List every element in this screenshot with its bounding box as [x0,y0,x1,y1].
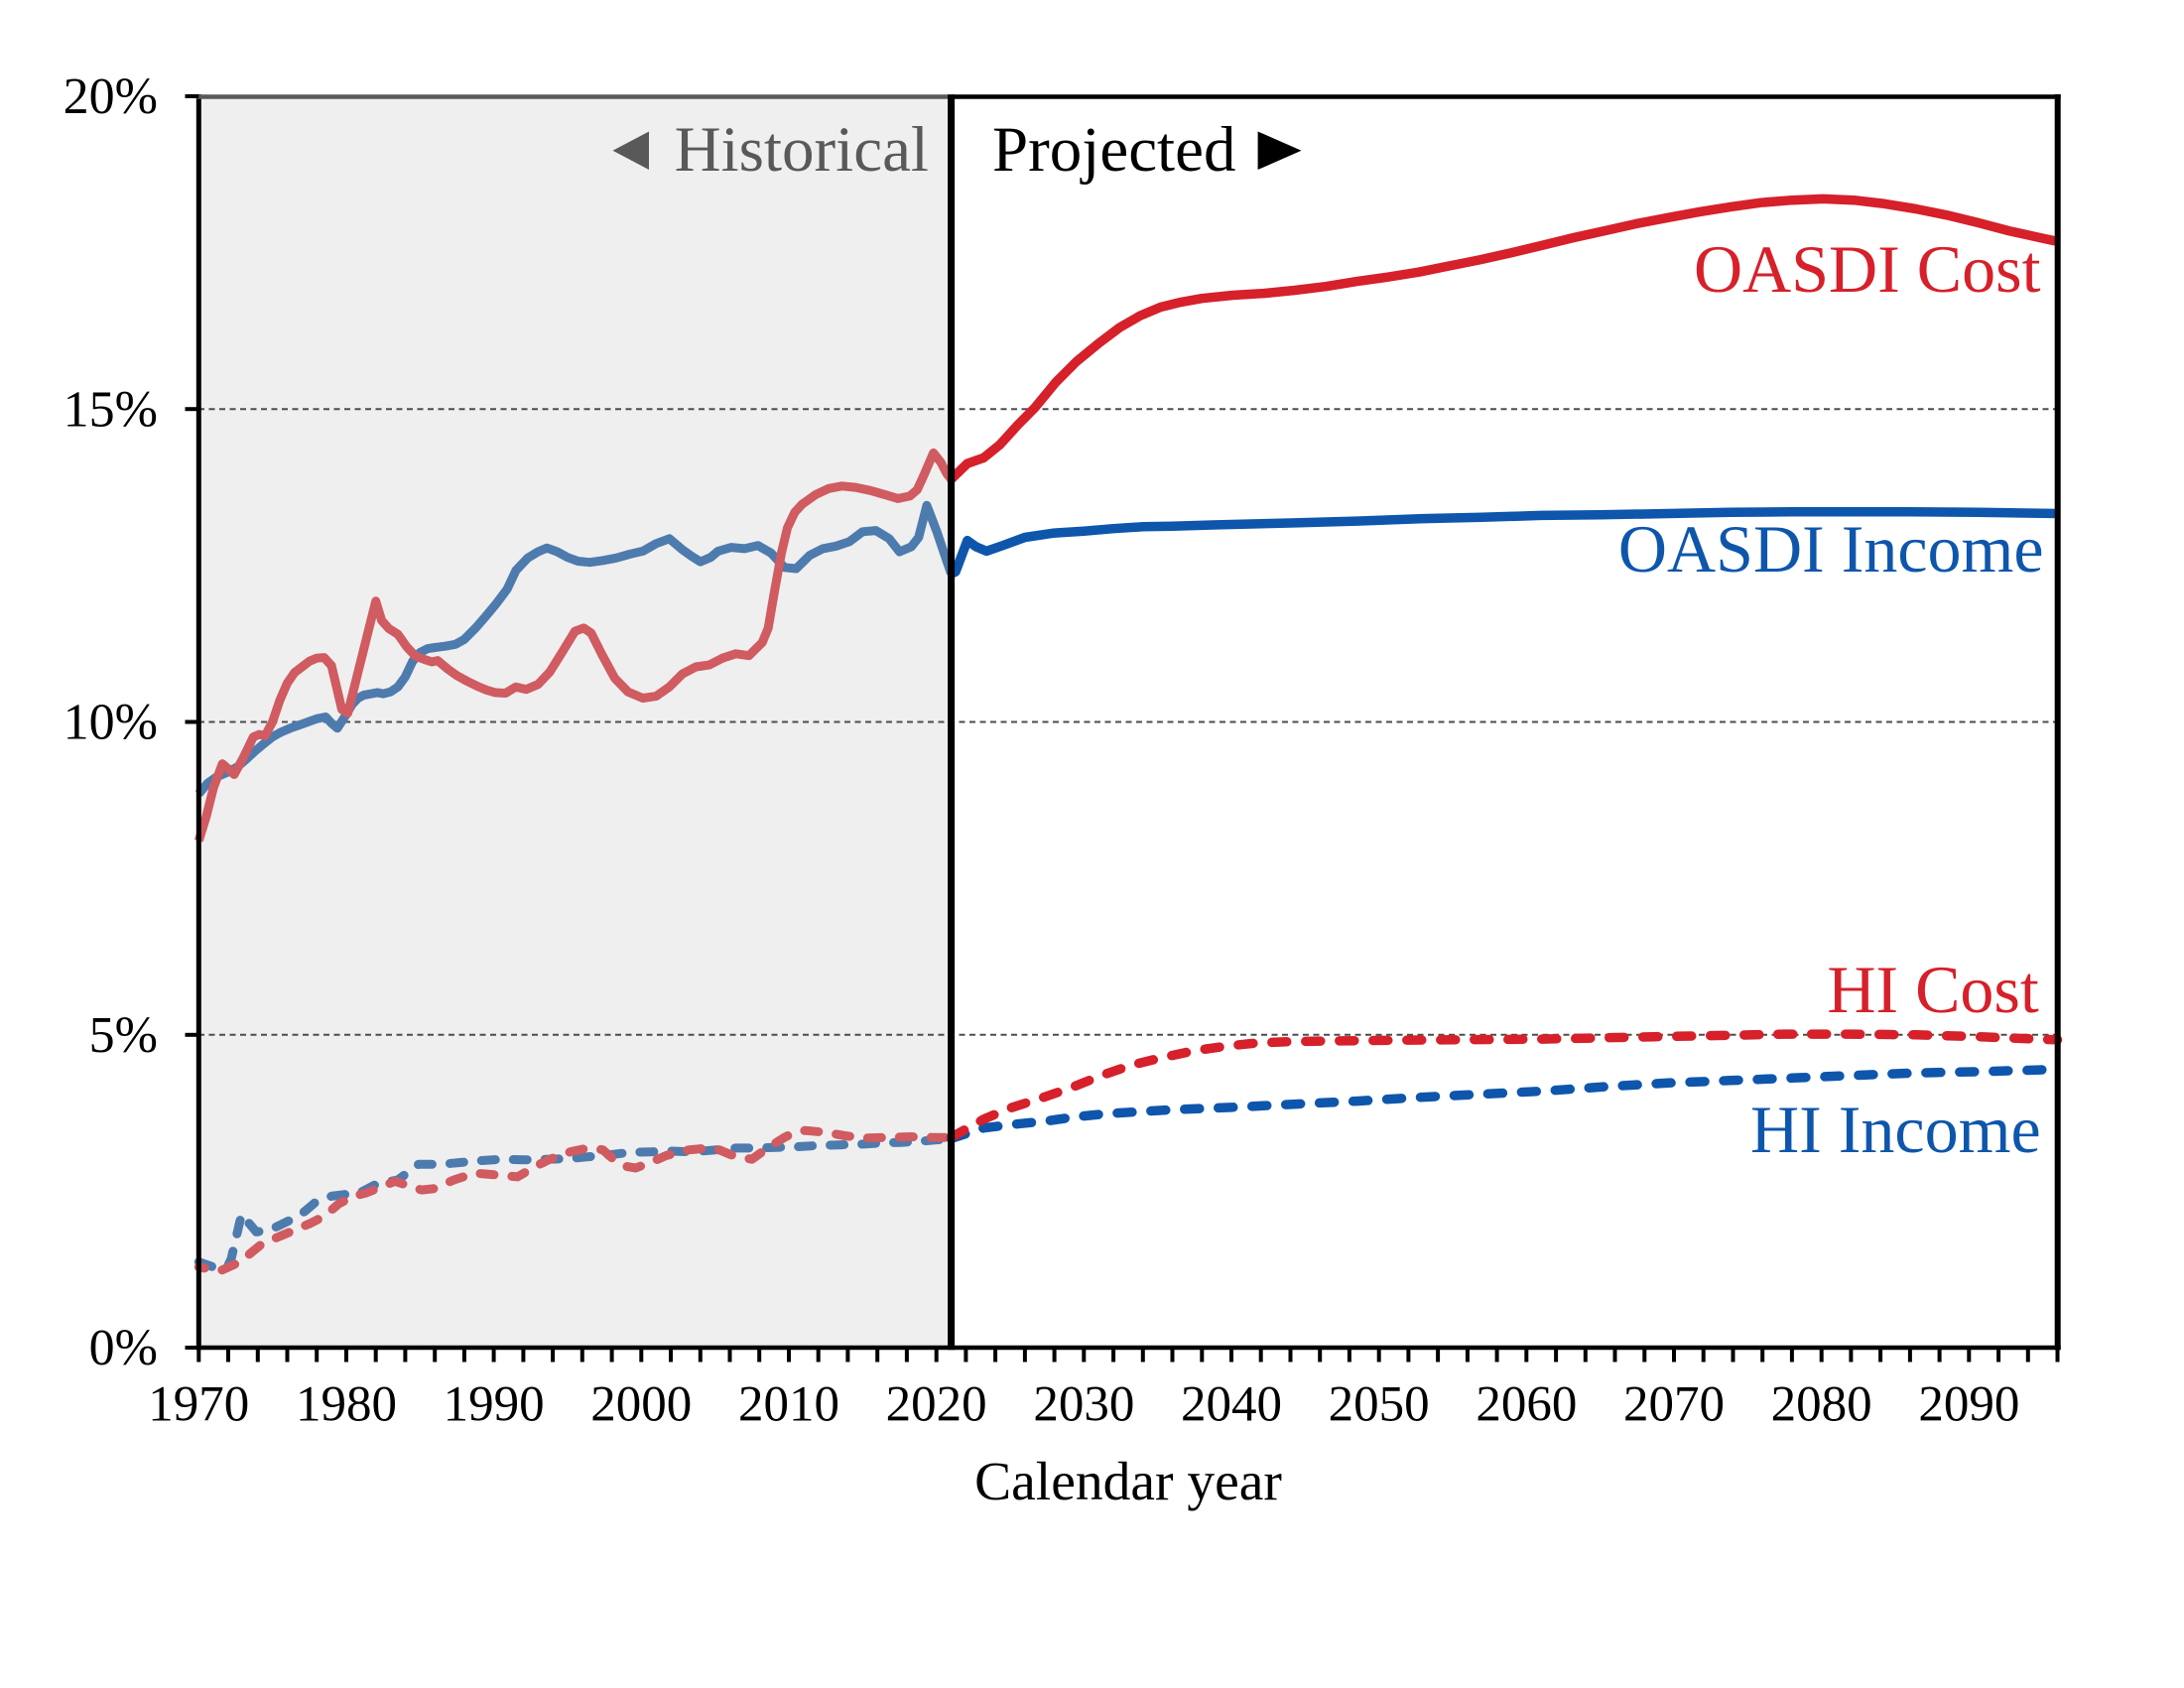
svg-text:OASDI Income: OASDI Income [1618,511,2044,586]
svg-text:2020: 2020 [886,1377,987,1433]
svg-text:Historical: Historical [675,114,929,186]
svg-text:5%: 5% [89,1007,158,1064]
svg-text:1990: 1990 [444,1377,545,1433]
svg-text:2000: 2000 [590,1377,692,1433]
svg-text:2010: 2010 [738,1377,839,1433]
svg-text:10%: 10% [64,695,158,751]
svg-text:1970: 1970 [148,1377,249,1433]
svg-text:2040: 2040 [1181,1377,1282,1433]
svg-text:2080: 2080 [1771,1377,1872,1433]
svg-text:15%: 15% [64,381,158,438]
svg-text:1980: 1980 [296,1377,397,1433]
svg-text:2030: 2030 [1033,1377,1134,1433]
svg-text:0%: 0% [89,1320,158,1376]
svg-text:HI Income: HI Income [1750,1092,2041,1167]
svg-text:2050: 2050 [1329,1377,1430,1433]
svg-text:2060: 2060 [1476,1377,1577,1433]
svg-text:2090: 2090 [1918,1377,2019,1433]
svg-text:20%: 20% [64,68,158,125]
svg-text:Calendar year: Calendar year [974,1452,1282,1512]
svg-text:2070: 2070 [1623,1377,1725,1433]
svg-text:HI Cost: HI Cost [1827,952,2039,1027]
svg-text:OASDI Cost: OASDI Cost [1694,231,2041,307]
svg-text:Projected: Projected [992,114,1235,186]
